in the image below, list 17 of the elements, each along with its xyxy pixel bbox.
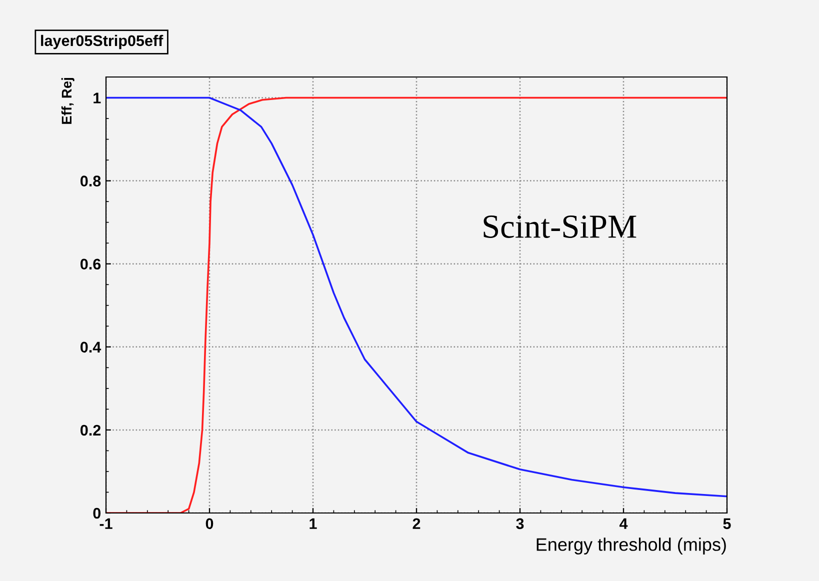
x-tick-label: -1: [100, 518, 112, 529]
x-tick-label: 1: [310, 518, 317, 529]
x-axis-title: Energy threshold (mips): [536, 538, 726, 554]
y-tick-label: 0: [93, 508, 101, 519]
y-tick-label: 0.4: [80, 342, 102, 353]
chart-title: layer05Strip05eff: [41, 34, 164, 50]
x-tick-label: 3: [516, 518, 524, 530]
y-tick-label: 0.8: [80, 176, 101, 186]
y-axis-title: Eff, Rej: [61, 78, 74, 124]
x-tick-label: 4: [619, 518, 628, 529]
x-tick-label: 0: [206, 518, 214, 530]
x-tick-label: 5: [723, 518, 731, 530]
x-tick-label: 2: [412, 518, 420, 529]
y-tick-label: 1: [94, 92, 101, 104]
y-tick-label: 0.2: [80, 424, 101, 436]
y-tick-label: 0.6: [80, 258, 101, 270]
annotation: Scint-SiPM: [484, 216, 636, 238]
